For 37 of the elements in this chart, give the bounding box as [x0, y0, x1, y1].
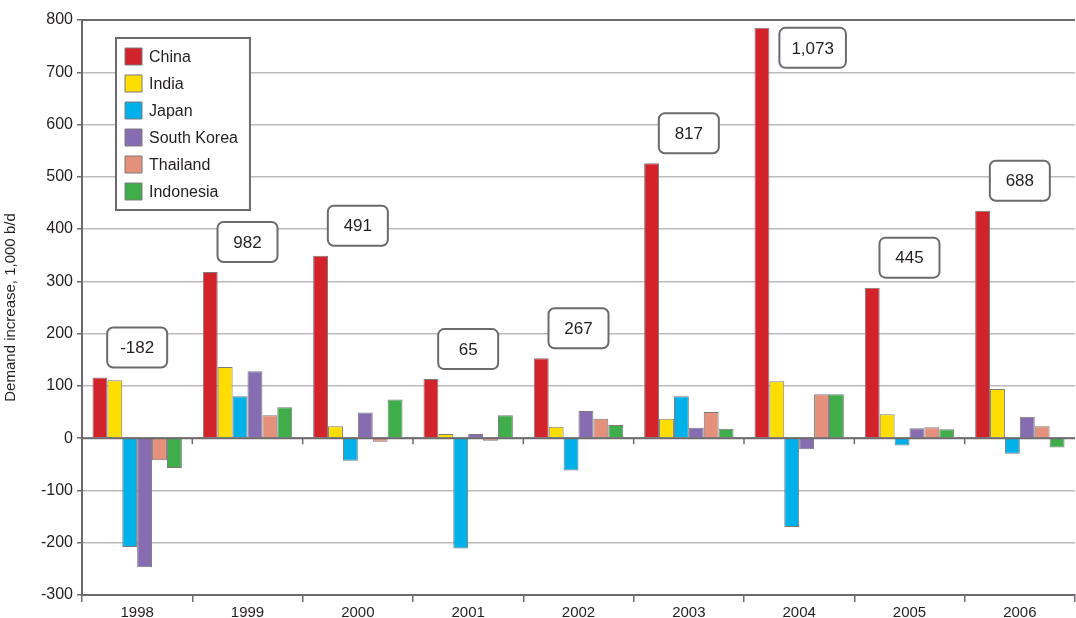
x-tick-label: 2005: [892, 603, 927, 618]
y-axis-title: Demand increase, 1,000 b/d: [1, 213, 19, 402]
y-tick-label: -100: [40, 480, 74, 498]
legend-label: India: [149, 74, 184, 92]
annotation: 491: [343, 216, 373, 236]
x-tick-label: 2004: [782, 603, 816, 618]
y-tick-label: 600: [46, 114, 74, 132]
x-tick-label: 2001: [451, 603, 485, 618]
x-tick-label: 2003: [672, 603, 706, 618]
y-tick-label: 200: [46, 324, 74, 342]
y-tick-label: 500: [46, 167, 74, 185]
annotation: 817: [674, 123, 704, 143]
y-tick-label: -300: [40, 585, 74, 603]
y-tick-label: 0: [64, 428, 74, 446]
y-tick-label: 400: [46, 219, 74, 237]
x-tick-label: 2002: [561, 603, 596, 618]
x-tick-label: 2000: [341, 603, 375, 618]
y-tick-label: 300: [46, 271, 74, 289]
y-tick-label: 100: [46, 376, 74, 394]
annotation: 445: [895, 248, 924, 268]
annotation: 267: [564, 318, 593, 338]
annotation: 688: [1005, 171, 1035, 191]
legend-label: South Korea: [149, 128, 239, 146]
legend-label: Japan: [149, 101, 193, 119]
x-tick-label: 2006: [1003, 603, 1037, 618]
annotation: 65: [458, 339, 478, 359]
y-tick-label: 700: [46, 62, 74, 80]
annotation: -182: [120, 338, 155, 358]
annotation: 1,073: [791, 38, 834, 58]
x-tick-label: 1999: [230, 603, 265, 618]
y-tick-label: 800: [46, 10, 74, 28]
y-tick-label: -200: [40, 533, 74, 551]
x-tick-label: 1998: [120, 603, 154, 618]
legend-label: Thailand: [149, 155, 211, 173]
legend-label: Indonesia: [149, 182, 219, 200]
annotation: 982: [233, 232, 262, 252]
legend-label: China: [149, 47, 191, 65]
